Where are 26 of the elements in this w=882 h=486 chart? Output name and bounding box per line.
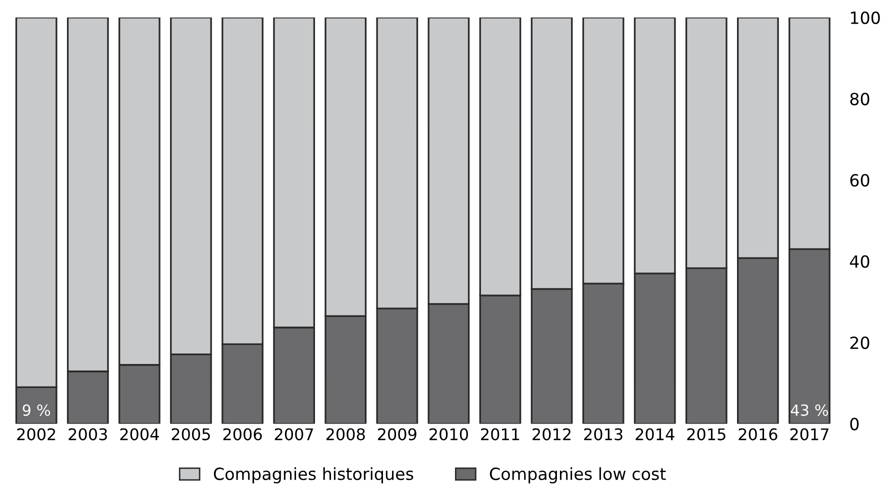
data-label: 43 % xyxy=(790,404,828,416)
legend-label: Compagnies low cost xyxy=(490,467,666,484)
x-tick-label: 2012 xyxy=(532,428,570,440)
x-tick-label: 2008 xyxy=(326,428,365,440)
x-tick-label: 2010 xyxy=(430,428,468,440)
y-tick-label: 20 xyxy=(850,336,870,350)
y-tick-label: 40 xyxy=(850,255,870,268)
y-tick-label: 100 xyxy=(850,11,880,24)
x-tick-label: 2015 xyxy=(687,428,726,440)
x-tick-label: 2004 xyxy=(120,428,159,440)
y-tick-label: 60 xyxy=(850,174,870,187)
x-tick-label: 2009 xyxy=(378,428,416,440)
x-tick-label: 2011 xyxy=(481,428,520,440)
x-tick-label: 2002 xyxy=(17,428,56,440)
x-tick-label: 2005 xyxy=(172,428,210,440)
legend-label: Compagnies historiques xyxy=(214,467,414,484)
data-label: 9 % xyxy=(22,404,50,416)
x-tick-label: 2013 xyxy=(584,428,622,440)
x-tick-label: 2016 xyxy=(738,428,778,440)
y-tick-label: 0 xyxy=(850,418,859,430)
x-tick-label: 2003 xyxy=(68,428,107,440)
x-tick-label: 2007 xyxy=(274,428,314,440)
x-tick-label: 2017 xyxy=(790,428,828,440)
y-tick-label: 80 xyxy=(850,92,870,106)
x-tick-label: 2006 xyxy=(223,428,262,440)
x-tick-label: 2014 xyxy=(636,428,674,440)
